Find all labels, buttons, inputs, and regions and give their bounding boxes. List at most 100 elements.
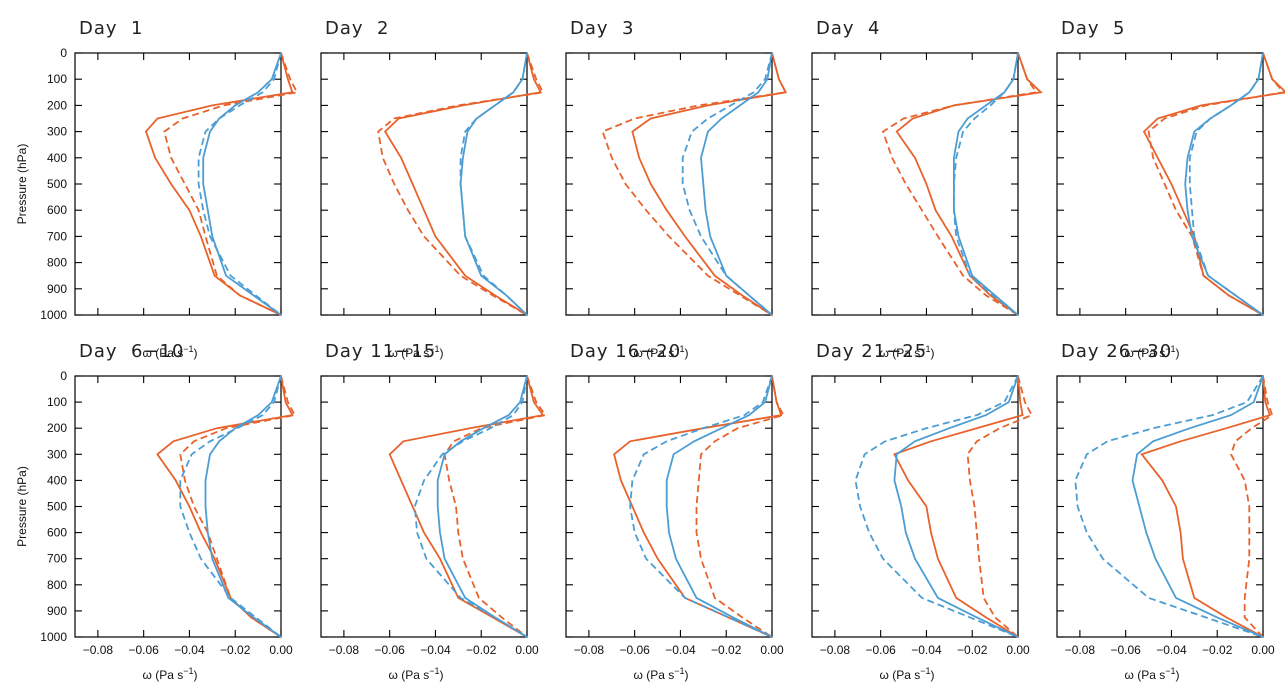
x-axis-label-main: ω (Pa s [389, 346, 430, 360]
y-tick-label: 700 [47, 229, 67, 243]
x-axis-label-exponent: −1 [1165, 666, 1175, 676]
y-tick-label: 700 [47, 552, 67, 566]
series-line-blue-dashed [681, 52, 773, 316]
panel-title: Day 6−10 [79, 341, 184, 362]
x-axis-label-close: ) [1175, 346, 1179, 360]
series-line-orange-solid [383, 52, 543, 316]
x-axis-label-exponent: −1 [429, 344, 439, 354]
series-line-orange-dashed [966, 375, 1033, 638]
x-axis-label-main: ω (Pa s [880, 346, 921, 360]
x-tick-label: 0.00 [760, 643, 784, 657]
x-tick-label: −0.08 [820, 643, 851, 657]
x-tick-label: −0.06 [374, 643, 405, 657]
y-tick-label: 100 [47, 395, 67, 409]
panel-title: Day 16−20 [570, 341, 681, 362]
y-tick-label: 900 [47, 604, 67, 618]
series-line-blue-solid [202, 52, 282, 316]
x-tick-label: −0.04 [420, 643, 451, 657]
y-tick-label: 500 [47, 500, 67, 514]
x-axis-label-exponent: −1 [183, 666, 193, 676]
x-tick-label: −0.02 [957, 643, 988, 657]
x-axis-label-main: ω (Pa s [1125, 668, 1166, 682]
y-tick-label: 600 [47, 526, 67, 540]
y-tick-label: 900 [47, 282, 67, 296]
x-tick-label: −0.06 [619, 643, 650, 657]
panel-title: Day 21−25 [816, 341, 927, 362]
panel-10: Day 26−30 −0.08 −0.06 −0.04 −0.02 0.00 ω (Pa s… [1056, 341, 1275, 682]
x-axis-label: ω (Pa s−1) [389, 344, 444, 360]
x-tick-label: 0.00 [515, 643, 539, 657]
y-tick-label: 400 [47, 473, 67, 487]
x-axis-label: ω (Pa s−1) [143, 344, 198, 360]
plot-frame [1056, 52, 1264, 316]
series-line-blue-dashed [459, 52, 528, 316]
series-line-blue-dashed [1074, 375, 1264, 638]
x-axis-label-main: ω (Pa s [634, 668, 675, 682]
plot-frame [811, 52, 1019, 316]
series-line-orange-solid [895, 52, 1043, 316]
plot-frame [74, 52, 282, 316]
x-tick-label: 0.00 [1251, 643, 1275, 657]
x-axis-label: ω (Pa s−1) [880, 344, 935, 360]
y-tick-label: 300 [47, 125, 67, 139]
y-axis-label: Pressure (hPa) [15, 144, 29, 225]
panel-title: Day 5 [1061, 18, 1125, 39]
panel-5: Day 5 ω (Pa s−1) [1056, 18, 1285, 360]
x-tick-label: −0.06 [128, 643, 159, 657]
x-tick-label: −0.08 [574, 643, 605, 657]
series-line-orange-dashed [1147, 52, 1285, 316]
series-line-orange-dashed [163, 52, 299, 316]
series-line-orange-dashed [179, 375, 297, 638]
x-axis-label-close: ) [439, 668, 443, 682]
plot-frame [565, 375, 773, 638]
y-tick-label: 0 [60, 369, 67, 383]
x-tick-label: −0.04 [665, 643, 696, 657]
y-tick-label: 500 [47, 177, 67, 191]
series-line-blue-dashed [1188, 52, 1264, 316]
series-line-orange-dashed [881, 52, 1038, 316]
series-line-orange-dashed [695, 375, 785, 638]
x-axis-label: ω (Pa s−1) [634, 344, 689, 360]
x-axis-label-main: ω (Pa s [1125, 346, 1166, 360]
x-axis-label-exponent: −1 [674, 666, 684, 676]
y-axis-label: Pressure (hPa) [15, 466, 29, 547]
x-axis-label-exponent: −1 [674, 344, 684, 354]
x-tick-label: −0.06 [1110, 643, 1141, 657]
x-tick-label: −0.08 [83, 643, 114, 657]
series-line-orange-solid [631, 52, 788, 316]
x-tick-label: −0.02 [220, 643, 251, 657]
panel-9: Day 21−25 −0.08 −0.06 −0.04 −0.02 0.00 ω (Pa s… [811, 341, 1033, 682]
series-line-blue-dashed [197, 52, 282, 316]
series-line-blue-solid [700, 52, 773, 316]
panel-1: Day 1 0 100 200 300 400 500 600 700 800 900 1000 Pre… [15, 18, 299, 360]
panel-2: Day 2 ω (Pa s−1) [320, 18, 545, 360]
x-axis-label-close: ) [684, 346, 688, 360]
x-axis-label: ω (Pa s−1) [1125, 344, 1180, 360]
series-line-blue-dashed [953, 52, 1019, 316]
x-axis-label: ω (Pa s−1) [143, 666, 198, 682]
series-line-orange-solid [1140, 375, 1272, 638]
x-axis-label: ω (Pa s−1) [389, 666, 444, 682]
x-tick-label: −0.06 [865, 643, 896, 657]
x-axis-label-exponent: −1 [920, 666, 930, 676]
x-axis-label: ω (Pa s−1) [634, 666, 689, 682]
series-line-blue-solid [436, 375, 528, 638]
series-line-orange-solid [156, 375, 294, 638]
y-tick-label: 400 [47, 151, 67, 165]
panel-4: Day 4 ω (Pa s−1) [811, 18, 1043, 360]
x-axis-label-main: ω (Pa s [143, 346, 184, 360]
x-axis-label-close: ) [1175, 668, 1179, 682]
series-line-blue-solid [665, 375, 773, 638]
y-tick-label: 200 [47, 421, 67, 435]
series-line-blue-dashed [854, 375, 1019, 638]
y-tick-label: 800 [47, 256, 67, 270]
series-line-blue-dashed [413, 375, 528, 638]
panel-title: Day 1 [79, 18, 143, 39]
x-axis-label-exponent: −1 [429, 666, 439, 676]
plot-frame [74, 375, 282, 638]
x-axis-label-main: ω (Pa s [880, 668, 921, 682]
panel-title: Day 11−15 [325, 341, 436, 362]
x-tick-label: −0.08 [329, 643, 360, 657]
x-axis-label-exponent: −1 [183, 344, 193, 354]
